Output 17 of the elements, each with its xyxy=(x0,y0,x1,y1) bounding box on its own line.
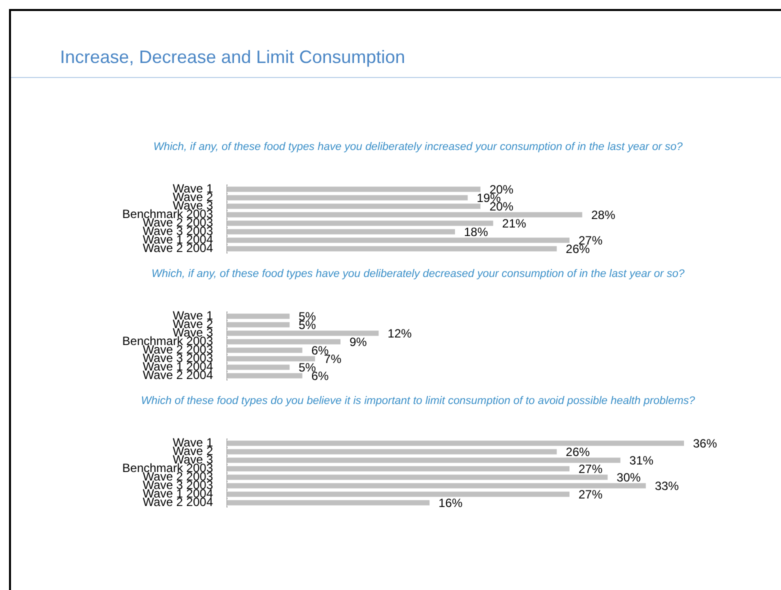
data-label: 26% xyxy=(566,445,590,460)
data-label: 28% xyxy=(591,208,616,222)
data-label: 12% xyxy=(388,326,412,341)
data-label: 16% xyxy=(438,496,463,510)
data-label: 36% xyxy=(693,436,718,451)
chart-subtitle: Which, if any, of these food types have you deliberately increased your consumption of in the last year or so? xyxy=(152,140,684,154)
data-label: 30% xyxy=(616,470,642,485)
data-label: 31% xyxy=(629,454,654,468)
data-label: 27% xyxy=(578,488,603,502)
data-label: 27% xyxy=(578,462,603,476)
data-label: 18% xyxy=(464,225,488,240)
chart-title: Increase, Decrease and Limit Consumption xyxy=(60,47,406,68)
data-label: 9% xyxy=(350,335,368,350)
data-label: 33% xyxy=(654,479,680,494)
data-label: 21% xyxy=(502,216,527,231)
chart-subtitle: Which of these food types do you believe it is important to limit consumption of to avoid possible health problems? xyxy=(140,394,696,408)
text: Which, if any, of these food types have you deliberately decreased your consumption of in the last year or so? xyxy=(150,267,686,281)
